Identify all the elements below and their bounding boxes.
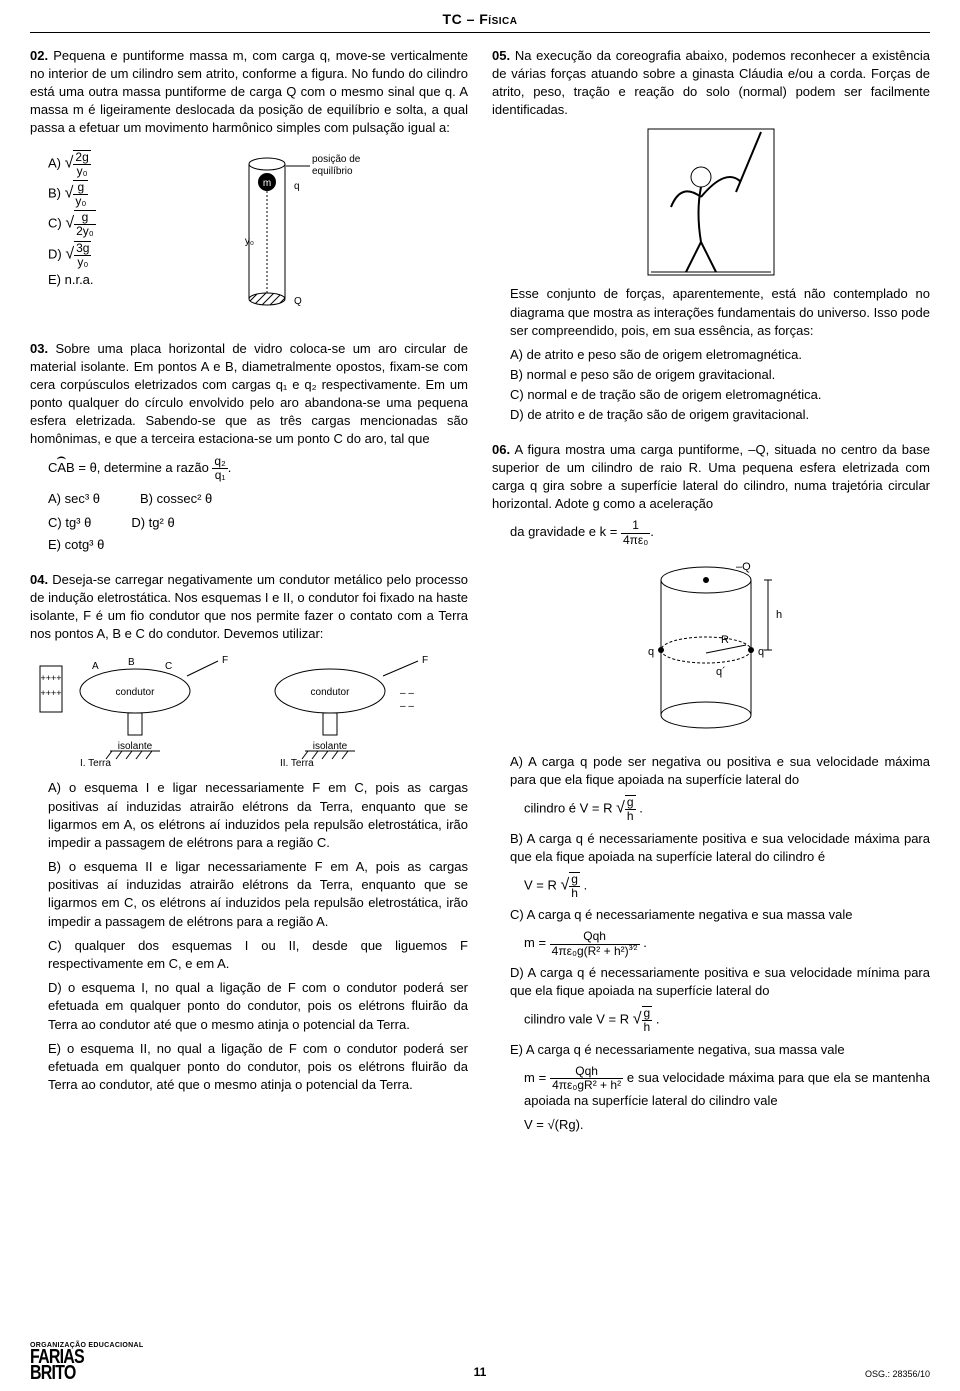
page-header: TC – Física xyxy=(30,10,930,33)
q02-options: A) √2gy₀ B) √gy₀ C) √g2y₀ D) √3gy₀ E) n.… xyxy=(48,148,96,292)
q02-text: Pequena e puntiforme massa m, com carga … xyxy=(30,48,468,136)
q02-opt-c: C) √g2y₀ xyxy=(48,210,96,238)
q02-figure: m q Q y₀ posição de equilíbrio xyxy=(222,144,362,324)
q04-opt-c: C) qualquer dos esquemas I ou II, desde … xyxy=(48,937,468,973)
q06-opt-a: A) A carga q pode ser negativa ou positi… xyxy=(510,753,930,789)
q03-line2: = θ, determine a razão xyxy=(78,460,212,475)
q02-opt-a: A) √2gy₀ xyxy=(48,150,96,178)
svg-text:B: B xyxy=(128,657,135,668)
q03-arc: CAB xyxy=(48,459,75,477)
svg-text:y₀: y₀ xyxy=(245,236,254,247)
q05-after: Esse conjunto de forças, aparentemente, … xyxy=(510,285,930,340)
svg-text:Q: Q xyxy=(294,296,302,307)
svg-text:q: q xyxy=(294,181,300,192)
svg-text:condutor: condutor xyxy=(311,687,351,698)
question-06: 06. A figura mostra uma carga puntiforme… xyxy=(492,441,930,1135)
q03-options: A) sec³ θ B) cossec² θ C) tg³ θ D) tg² θ… xyxy=(48,488,468,555)
footer-logo-name: FARIASBRITO xyxy=(30,1349,121,1381)
q02-opt-b: B) √gy₀ xyxy=(48,180,96,208)
svg-text:++++: ++++ xyxy=(40,673,61,683)
svg-text:A: A xyxy=(92,661,99,672)
q03-text: Sobre uma placa horizontal de vidro colo… xyxy=(30,341,468,447)
q03-opt-c: C) tg³ θ xyxy=(48,514,91,532)
q04-opt-e: E) o esquema II, no qual a ligação de F … xyxy=(48,1040,468,1095)
q03-opt-a: A) sec³ θ xyxy=(48,490,100,508)
q04-opt-b: B) o esquema II e ligar necessariamente … xyxy=(48,858,468,931)
q05-text: Na execução da coreografia abaixo, podem… xyxy=(492,48,930,118)
svg-text:F: F xyxy=(422,655,428,666)
svg-text:F: F xyxy=(222,655,228,666)
svg-text:condutor: condutor xyxy=(116,687,156,698)
q04-options: A) o esquema I e ligar necessariamente F… xyxy=(48,779,468,1094)
q05-figure xyxy=(646,127,776,277)
question-03: 03. Sobre uma placa horizontal de vidro … xyxy=(30,340,468,555)
q06-opt-b: B) A carga q é necessariamente positiva … xyxy=(510,830,930,866)
footer-osg: OSG.: 28356/10 xyxy=(865,1368,930,1381)
q06-options: A) A carga q pode ser negativa ou positi… xyxy=(510,753,930,1135)
svg-text:m: m xyxy=(263,178,271,189)
main-columns: 02. Pequena e puntiforme massa m, com ca… xyxy=(30,47,930,1151)
q04-opt-d: D) o esquema I, no qual a ligação de F c… xyxy=(48,979,468,1034)
svg-text:q´: q´ xyxy=(716,666,726,678)
q04-opt-a: A) o esquema I e ligar necessariamente F… xyxy=(48,779,468,852)
svg-text:– –: – – xyxy=(400,701,414,712)
q06-number: 06. xyxy=(492,442,510,457)
q05-number: 05. xyxy=(492,48,510,63)
svg-text:isolante: isolante xyxy=(118,741,153,752)
svg-text:equilíbrio: equilíbrio xyxy=(312,166,353,177)
right-column: 05. Na execução da coreografia abaixo, p… xyxy=(492,47,930,1151)
q04-text: Deseja-se carregar negativamente um cond… xyxy=(30,572,468,642)
q02-number: 02. xyxy=(30,48,48,63)
q02-opt-e: E) n.r.a. xyxy=(48,271,96,289)
svg-text:–Q: –Q xyxy=(736,561,751,573)
q05-opt-b: B) normal e peso são de origem gravitaci… xyxy=(510,366,930,384)
svg-text:– –: – – xyxy=(400,688,414,699)
question-04: 04. Deseja-se carregar negativamente um … xyxy=(30,571,468,1095)
svg-text:isolante: isolante xyxy=(313,741,348,752)
q04-number: 04. xyxy=(30,572,48,587)
q06-opt-d: D) A carga q é necessariamente positiva … xyxy=(510,964,930,1000)
svg-text:h: h xyxy=(776,609,782,621)
q06-figure: –Q R q q q´ xyxy=(626,555,796,745)
q02-opt-d: D) √3gy₀ xyxy=(48,241,96,269)
svg-text:I. Terra: I. Terra xyxy=(80,758,111,769)
svg-text:q: q xyxy=(648,646,654,658)
page-footer: ORGANIZAÇÃO EDUCACIONAL FARIASBRITO 11 O… xyxy=(30,1343,930,1381)
q03-number: 03. xyxy=(30,341,48,356)
svg-text:posição de: posição de xyxy=(312,154,361,165)
q05-options: A) de atrito e peso são de origem eletro… xyxy=(510,346,930,425)
question-02: 02. Pequena e puntiforme massa m, com ca… xyxy=(30,47,468,324)
q04-figure: ++++ ++++ condutor A B C F isolante I. xyxy=(30,651,468,771)
svg-text:R: R xyxy=(721,634,729,646)
q05-opt-a: A) de atrito e peso são de origem eletro… xyxy=(510,346,930,364)
q06-text: A figura mostra uma carga puntiforme, –Q… xyxy=(492,442,930,512)
question-05: 05. Na execução da coreografia abaixo, p… xyxy=(492,47,930,425)
q05-opt-c: C) normal e de tração são de origem elet… xyxy=(510,386,930,404)
q06-opt-e: E) A carga q é necessariamente negativa,… xyxy=(510,1041,930,1059)
q03-opt-e: E) cotg³ θ xyxy=(48,536,468,554)
left-column: 02. Pequena e puntiforme massa m, com ca… xyxy=(30,47,468,1151)
svg-text:C: C xyxy=(165,661,172,672)
footer-logo: ORGANIZAÇÃO EDUCACIONAL FARIASBRITO xyxy=(30,1343,143,1381)
q06-opt-e-end: V = √(Rg). xyxy=(524,1116,930,1134)
svg-text:q: q xyxy=(758,646,764,658)
q05-opt-d: D) de atrito e de tração são de origem g… xyxy=(510,406,930,424)
q06-opt-c: C) A carga q é necessariamente negativa … xyxy=(510,906,930,924)
q03-opt-b: B) cossec² θ xyxy=(140,490,212,508)
svg-text:II. Terra: II. Terra xyxy=(280,758,314,769)
q06-line2: da gravidade e k = xyxy=(510,525,621,540)
svg-text:++++: ++++ xyxy=(40,688,61,698)
q03-opt-d: D) tg² θ xyxy=(131,514,174,532)
page-number: 11 xyxy=(474,1364,487,1381)
